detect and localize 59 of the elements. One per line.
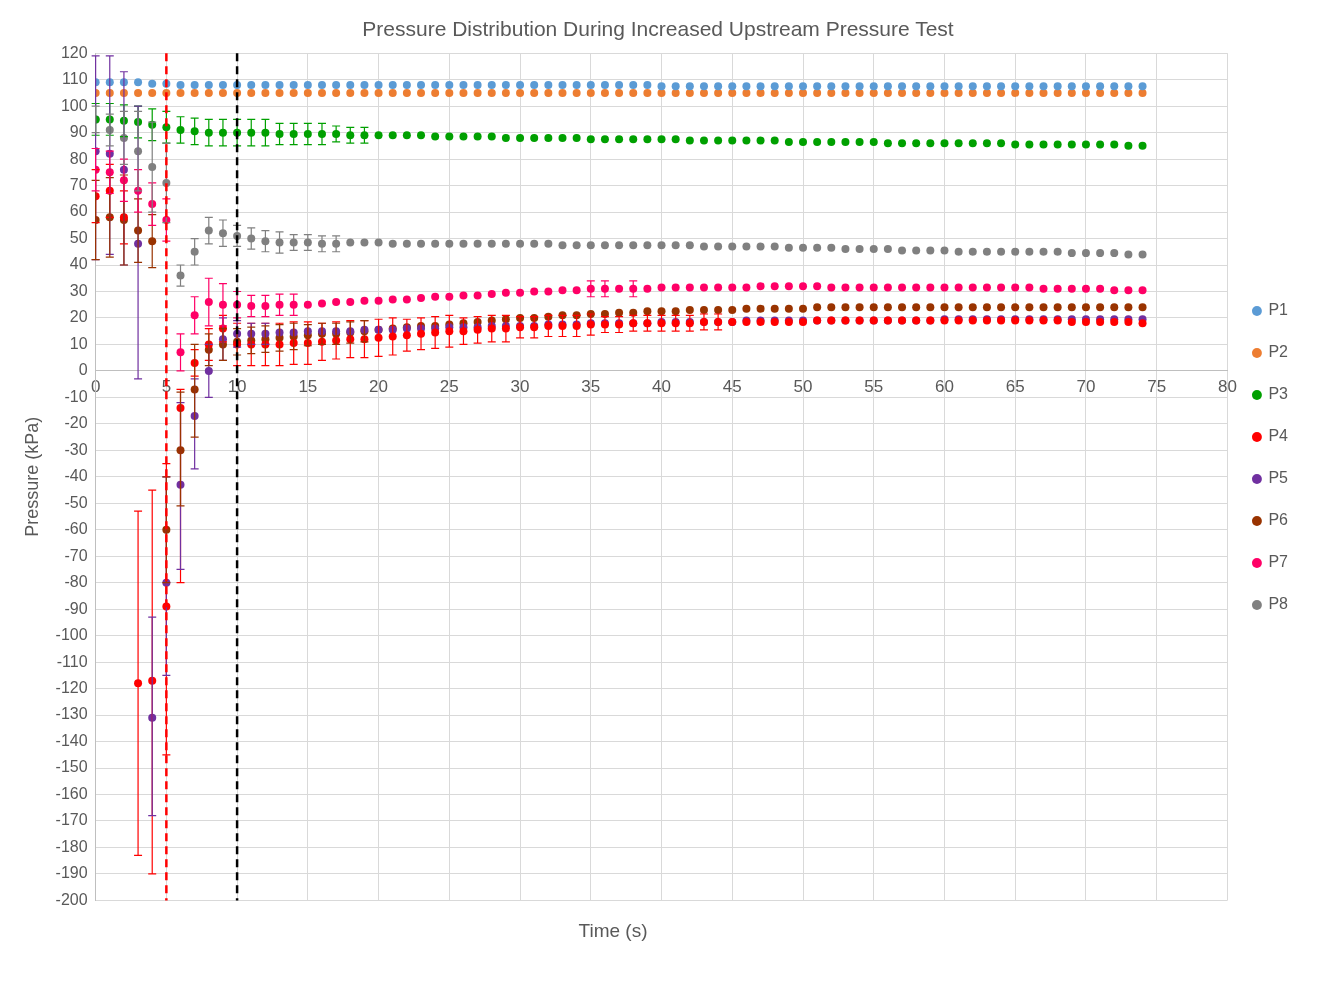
- y-tick-label: -120: [55, 679, 88, 697]
- x-tick-label: 70: [1076, 376, 1096, 396]
- legend-label: P6: [1268, 511, 1289, 529]
- legend-label: P2: [1268, 343, 1289, 361]
- legend-label: P8: [1268, 595, 1289, 613]
- chart-title: Pressure Distribution During Increased Upstream Pressure Test: [362, 17, 954, 41]
- x-tick-label: 40: [652, 376, 671, 396]
- y-tick-label: 0: [78, 361, 88, 379]
- y-tick-label: -20: [64, 414, 88, 432]
- x-tick-label: 45: [722, 376, 742, 396]
- legend-label: P5: [1268, 469, 1289, 487]
- y-tick-label: -180: [55, 837, 88, 855]
- legend-label: P3: [1268, 385, 1289, 403]
- y-tick-label: 40: [69, 255, 88, 273]
- y-axis-title: Pressure (kPa): [21, 416, 42, 537]
- x-tick-label: 10: [227, 376, 247, 396]
- x-tick-label: 25: [439, 376, 459, 396]
- y-tick-label: -80: [64, 573, 88, 591]
- y-tick-label: 100: [60, 96, 88, 114]
- y-tick-label: 50: [69, 228, 88, 246]
- y-tick-label: -40: [64, 467, 88, 485]
- y-tick-label: 30: [69, 281, 88, 299]
- y-tick-label: 10: [69, 334, 88, 352]
- x-tick-label: 75: [1147, 376, 1167, 396]
- x-tick-label: 50: [793, 376, 813, 396]
- y-tick-label: 20: [69, 308, 88, 326]
- y-tick-label: -60: [64, 520, 88, 538]
- y-tick-label: -50: [64, 493, 88, 511]
- y-tick-label: 80: [69, 149, 88, 167]
- x-tick-label: 55: [864, 376, 884, 396]
- x-tick-label: 15: [298, 376, 318, 396]
- y-tick-label: -110: [56, 652, 88, 670]
- y-tick-label: -100: [55, 626, 88, 644]
- x-tick-label: 30: [510, 376, 530, 396]
- y-tick-label: -190: [55, 864, 88, 882]
- legend-label: P1: [1268, 301, 1289, 319]
- y-tick-label: -10: [64, 387, 88, 405]
- legend-label: P7: [1268, 553, 1289, 571]
- y-tick-label: -70: [64, 546, 88, 564]
- y-tick-label: -150: [55, 758, 88, 776]
- x-tick-label: 65: [1005, 376, 1025, 396]
- x-tick-label: 20: [369, 376, 389, 396]
- y-tick-label: 90: [69, 123, 88, 141]
- y-tick-label: -30: [64, 440, 88, 458]
- y-tick-label: -130: [55, 705, 88, 723]
- y-tick-label: -200: [55, 890, 88, 908]
- y-tick-label: 60: [69, 202, 88, 220]
- y-tick-label: -140: [55, 731, 88, 749]
- y-tick-label: -170: [55, 811, 88, 829]
- x-axis-title: Time (s): [577, 920, 649, 942]
- y-tick-label: -160: [55, 784, 88, 802]
- y-tick-label: -90: [64, 599, 88, 617]
- y-tick-label: 110: [62, 70, 88, 88]
- x-tick-label: 60: [935, 376, 954, 396]
- y-tick-label: 70: [69, 175, 88, 193]
- legend-label: P4: [1268, 427, 1289, 445]
- x-tick-label: 80: [1217, 376, 1237, 396]
- y-tick-label: 120: [60, 43, 88, 61]
- x-tick-label: 35: [581, 376, 601, 396]
